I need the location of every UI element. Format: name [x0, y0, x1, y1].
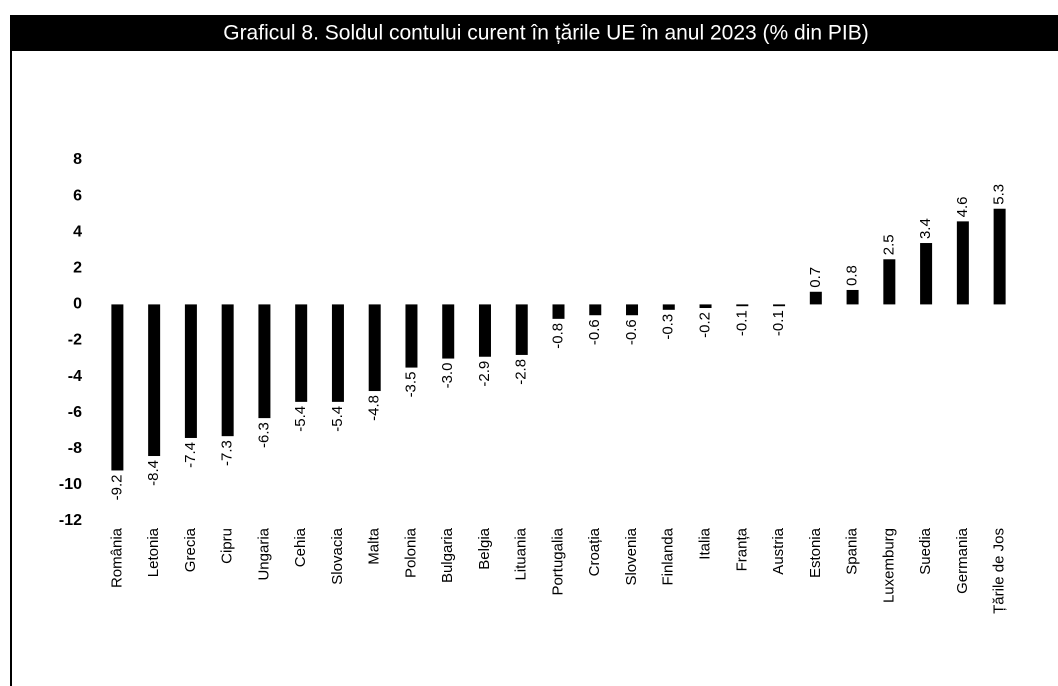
bar [993, 208, 1006, 305]
bar [552, 304, 565, 319]
y-tick-label: 6 [73, 187, 82, 204]
bar [736, 304, 749, 307]
value-label: 2.5 [880, 234, 897, 255]
value-label: -0.3 [660, 314, 677, 340]
x-tick-label: Belgia [476, 527, 493, 569]
x-tick-label: Ungaria [255, 527, 272, 580]
x-tick-label: Malta [366, 527, 383, 564]
x-tick-label: Letonia [145, 527, 162, 577]
value-label: -9.2 [108, 474, 125, 500]
bar [662, 304, 675, 310]
bar [148, 304, 161, 457]
x-tick-label: Lituania [513, 527, 530, 580]
x-tick-label: Luxemburg [880, 528, 897, 603]
x-tick-label: Slovacia [329, 527, 346, 584]
value-label: -4.8 [366, 395, 383, 421]
x-tick-label: Portugalia [549, 527, 566, 595]
value-label: -5.4 [329, 406, 346, 432]
bar [184, 304, 197, 438]
bar [956, 221, 969, 305]
y-tick-label: -6 [68, 404, 82, 421]
bar [515, 304, 528, 355]
value-label: -5.4 [292, 406, 309, 432]
value-label: -3.0 [439, 363, 456, 389]
bar [221, 304, 234, 437]
value-label: -6.3 [255, 422, 272, 448]
value-label: -0.1 [770, 310, 787, 336]
bar [442, 304, 455, 359]
value-label: -0.6 [586, 319, 603, 345]
value-label: 3.4 [917, 218, 934, 239]
x-tick-label: Grecia [182, 527, 199, 572]
bar [295, 304, 308, 402]
x-tick-label: Finlanda [660, 527, 677, 585]
x-tick-label: Cipru [219, 528, 236, 564]
bar [368, 304, 381, 392]
x-tick-label: Estonia [807, 527, 824, 578]
value-label: 0.8 [844, 265, 861, 286]
x-tick-label: Cehia [292, 527, 309, 567]
y-tick-label: -4 [68, 368, 82, 385]
value-label: -0.6 [623, 319, 640, 345]
value-label: 0.7 [807, 267, 824, 288]
x-tick-label: Suedia [917, 527, 934, 574]
value-label: -0.8 [549, 323, 566, 349]
x-tick-label: Croația [586, 527, 603, 576]
value-label: -7.4 [182, 442, 199, 468]
y-tick-label: -12 [59, 512, 82, 529]
bar [920, 243, 933, 305]
bar [589, 304, 602, 316]
value-label: -2.8 [513, 359, 530, 385]
value-label: -0.2 [697, 312, 714, 338]
chart-title: Graficul 8. Soldul contului curent în ță… [223, 22, 869, 45]
y-tick-label: 2 [73, 260, 82, 277]
value-label: -7.3 [219, 440, 236, 466]
y-tick-label: -2 [68, 332, 82, 349]
y-tick-label: -8 [68, 440, 82, 457]
y-tick-label: 8 [73, 151, 82, 168]
x-tick-label: Italia [697, 527, 714, 559]
title-bar [10, 15, 1058, 51]
y-tick-label: 0 [73, 296, 82, 313]
value-label: -0.1 [733, 310, 750, 336]
bar [405, 304, 418, 368]
bar [773, 304, 786, 307]
x-tick-label: Franța [733, 527, 750, 571]
x-tick-label: Slovenia [623, 527, 640, 585]
x-tick-label: Germania [954, 527, 971, 594]
x-tick-label: Austria [770, 527, 787, 574]
x-tick-label: Polonia [402, 527, 419, 578]
y-tick-label: -10 [59, 476, 82, 493]
bar [478, 304, 491, 357]
bar [258, 304, 271, 419]
bar [699, 304, 712, 309]
y-tick-label: 4 [73, 223, 82, 240]
bar [331, 304, 344, 402]
value-label: 5.3 [991, 184, 1008, 205]
bar [846, 289, 859, 305]
bar [883, 259, 896, 305]
value-label: -8.4 [145, 460, 162, 486]
bar [111, 304, 124, 471]
value-label: -2.9 [476, 361, 493, 387]
x-tick-label: România [108, 527, 125, 588]
bar [809, 291, 822, 305]
value-label: -3.5 [402, 372, 419, 398]
x-tick-label: Bulgaria [439, 527, 456, 583]
x-tick-label: Spania [844, 527, 861, 574]
bar [626, 304, 639, 316]
x-tick-label: Țările de Jos [991, 528, 1008, 614]
value-label: 4.6 [954, 197, 971, 218]
